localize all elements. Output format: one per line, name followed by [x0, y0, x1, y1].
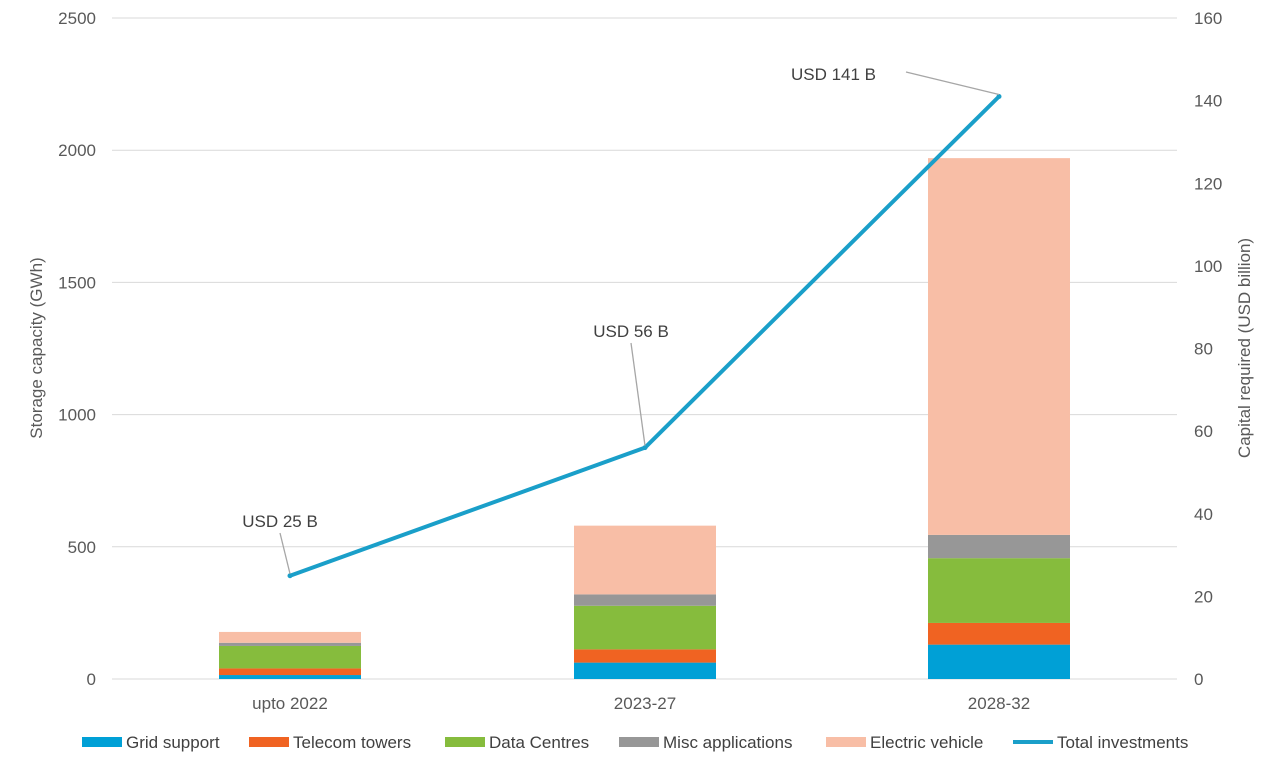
y-tick-label-right: 80	[1194, 340, 1213, 359]
x-tick-label: 2028-32	[968, 694, 1030, 713]
y-tick-label-right: 120	[1194, 174, 1222, 193]
bar-segment	[574, 649, 716, 663]
y-axis-title-right: Capital required (USD billion)	[1235, 238, 1254, 458]
annotations: USD 25 B USD 56 B USD 141 B	[242, 65, 1000, 574]
line-series	[287, 93, 1002, 579]
y-tick-label-left: 1500	[58, 273, 96, 292]
bar-segment	[574, 662, 716, 679]
bar-segment	[928, 622, 1070, 645]
legend-label: Telecom towers	[293, 733, 411, 752]
line-point	[996, 93, 1002, 99]
line-point	[642, 445, 648, 451]
y-axis-title-left: Storage capacity (GWh)	[27, 257, 46, 438]
bar-segment	[574, 605, 716, 650]
y-tick-label-left: 1000	[58, 406, 96, 425]
bar-segment	[219, 631, 361, 643]
annotation-leader-line	[905, 71, 1000, 96]
legend-swatch	[826, 737, 866, 747]
bar-segment	[219, 642, 361, 646]
legend-swatch	[619, 737, 659, 747]
y-tick-label-left: 2000	[58, 141, 96, 160]
bar-segment	[574, 525, 716, 595]
annotation-label: USD 25 B	[242, 512, 318, 531]
y-tick-label-right: 160	[1194, 9, 1222, 28]
y-tick-label-right: 40	[1194, 505, 1213, 524]
x-tick-label: upto 2022	[252, 694, 328, 713]
bar-segment	[928, 644, 1070, 679]
bars	[219, 158, 1070, 679]
axes: 0 500 1000 1500 2000 2500 0 20 40 60 80 100 120 140 16…	[58, 9, 1222, 713]
bar-segment	[928, 158, 1070, 535]
y-tick-label-left: 500	[68, 538, 96, 557]
bar-segment	[574, 594, 716, 606]
y-tick-label-right: 140	[1194, 92, 1222, 111]
annotation-leader-line	[630, 342, 646, 446]
legend-swatch	[82, 737, 122, 747]
legend: Grid support Telecom towers Data Centres Mi…	[82, 733, 1188, 752]
y-tick-label-right: 0	[1194, 670, 1203, 689]
x-tick-label: 2023-27	[614, 694, 676, 713]
legend-swatch	[249, 737, 289, 747]
line-point	[287, 573, 293, 579]
y-tick-label-right: 20	[1194, 587, 1213, 606]
bar-segment	[219, 668, 361, 676]
legend-label: Misc applications	[663, 733, 792, 752]
annotation-leader-line	[279, 532, 291, 574]
annotation-label: USD 141 B	[791, 65, 876, 84]
bar-segment	[219, 645, 361, 669]
y-tick-label-left: 0	[87, 670, 96, 689]
y-tick-label-left: 2500	[58, 9, 96, 28]
legend-swatch	[445, 737, 485, 747]
legend-label: Electric vehicle	[870, 733, 983, 752]
bar-segment	[928, 558, 1070, 623]
y-tick-label-right: 100	[1194, 257, 1222, 276]
legend-label: Total investments	[1057, 733, 1188, 752]
bar-segment	[928, 534, 1070, 559]
y-tick-label-right: 60	[1194, 422, 1213, 441]
bar-segment	[219, 675, 361, 679]
legend-label: Data Centres	[489, 733, 589, 752]
annotation-label: USD 56 B	[593, 322, 669, 341]
legend-label: Grid support	[126, 733, 220, 752]
